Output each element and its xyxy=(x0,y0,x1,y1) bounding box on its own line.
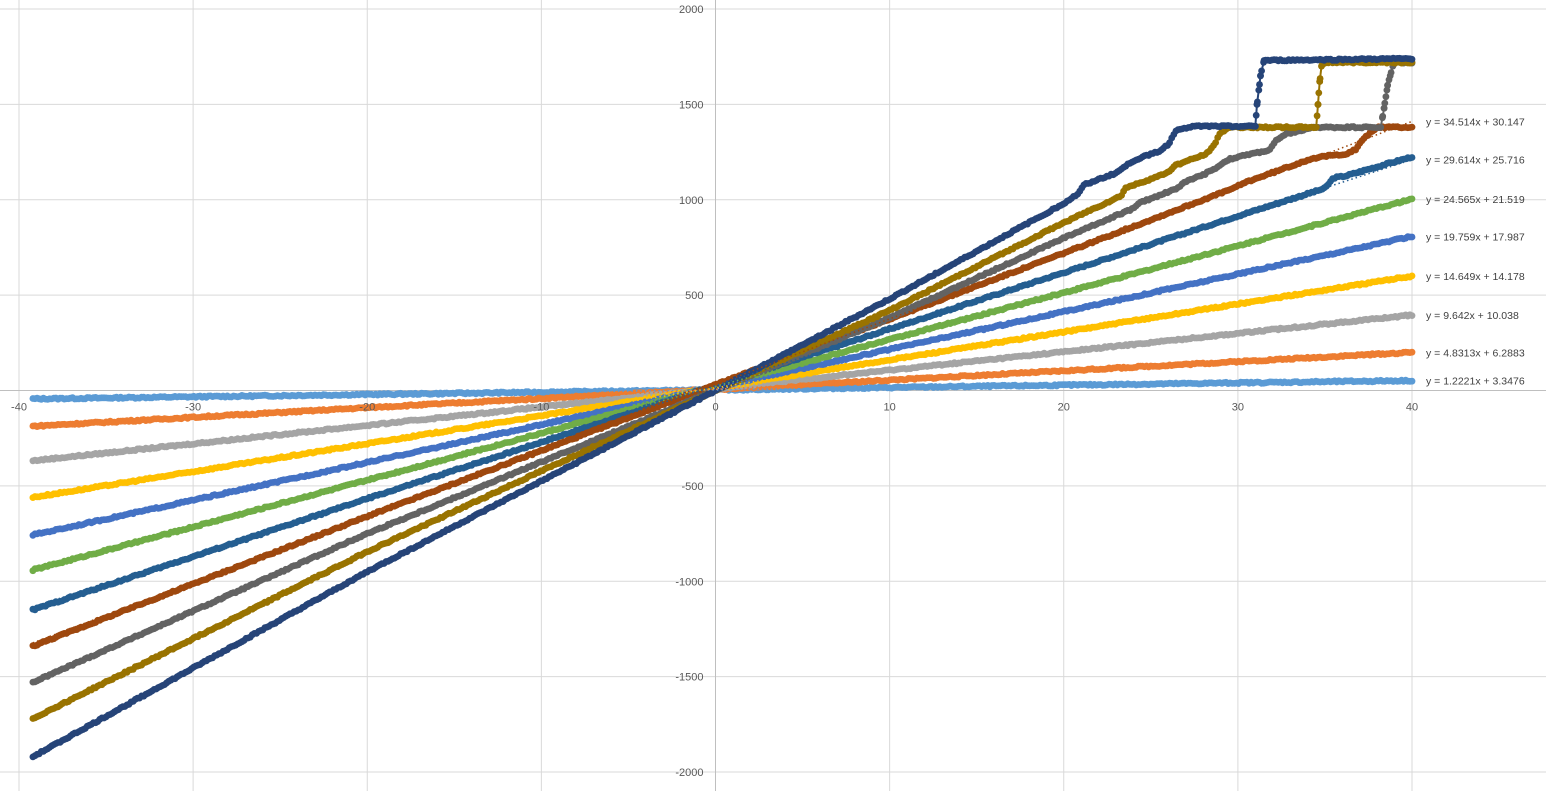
series-3 xyxy=(29,311,1416,465)
series-1 xyxy=(29,376,1416,403)
data-point xyxy=(1408,377,1416,385)
data-point xyxy=(1408,195,1416,203)
data-point xyxy=(1408,272,1416,280)
data-point xyxy=(1408,348,1416,356)
series-2 xyxy=(29,348,1416,430)
